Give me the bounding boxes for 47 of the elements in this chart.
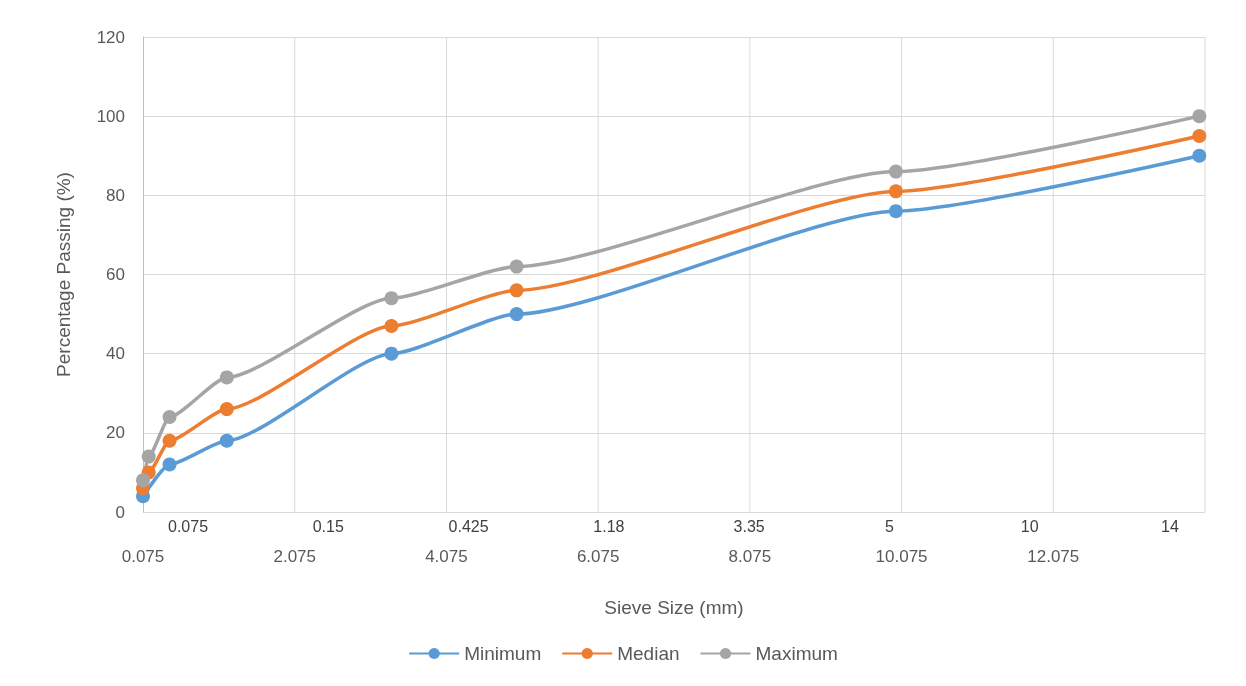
point <box>162 410 177 424</box>
y-axis-title: Percentage Passing (%) <box>53 172 74 377</box>
x-tick-label: 0.075 <box>121 547 165 566</box>
y-tick-label: 60 <box>106 265 125 284</box>
point <box>219 370 234 385</box>
point <box>1192 148 1207 163</box>
x-tick-label: 6.075 <box>576 547 620 566</box>
legend-label: Median <box>617 643 680 664</box>
text: 3.35 <box>733 517 765 535</box>
point <box>141 449 156 464</box>
point <box>219 433 234 448</box>
text: 5 <box>884 517 894 535</box>
x-axis-title: Sieve Size (mm) <box>604 597 744 618</box>
point <box>219 402 234 417</box>
point <box>1192 128 1207 143</box>
y-tick-label: 80 <box>106 185 125 205</box>
y-tick-label: 20 <box>106 423 125 443</box>
x-tick-label: 2.075 <box>273 547 316 566</box>
x-tick-label: 4.075 <box>425 547 468 566</box>
point <box>162 457 177 472</box>
y-tick-label: 120 <box>96 27 125 47</box>
text: 0.075 <box>167 517 209 535</box>
point <box>509 283 524 298</box>
text: 0.425 <box>448 517 489 535</box>
y-tick-label: 0 <box>115 502 125 522</box>
legend-label: Minimum <box>464 643 542 664</box>
point <box>162 433 177 448</box>
legend-label: Maximum <box>755 643 838 664</box>
text: 10 <box>1020 517 1039 535</box>
point <box>384 318 399 333</box>
point <box>888 164 903 179</box>
point <box>136 473 150 488</box>
point <box>509 259 524 274</box>
text: 0.15 <box>312 517 344 535</box>
point <box>888 204 903 219</box>
point <box>384 291 399 306</box>
y-tick-label: 40 <box>106 344 125 364</box>
x-tick-label: 8.075 <box>728 547 772 566</box>
point <box>1192 109 1207 124</box>
text: 1.18 <box>593 517 625 535</box>
x-tick-label: 10.075 <box>875 547 928 566</box>
text: 14 <box>1161 517 1179 535</box>
x-tick-label: 12.075 <box>1027 547 1080 566</box>
point <box>384 346 399 361</box>
y-tick-label: 100 <box>96 106 125 126</box>
point <box>888 184 903 199</box>
point <box>509 307 524 322</box>
